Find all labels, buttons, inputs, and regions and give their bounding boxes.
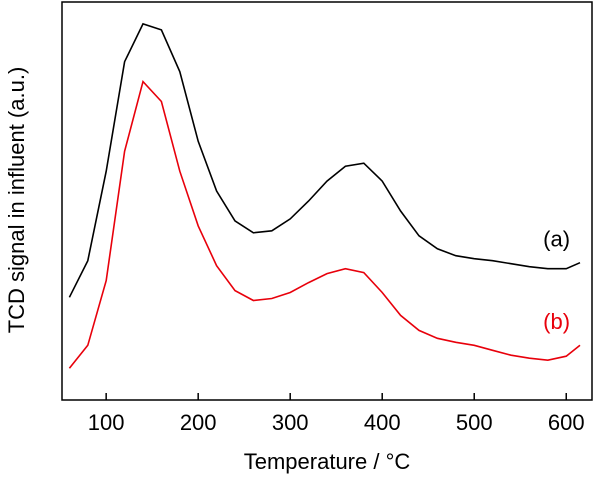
- series-line: [68, 22, 581, 298]
- x-tick-label: 300: [272, 410, 309, 435]
- x-axis-label: Temperature / °C: [244, 449, 411, 474]
- x-tick-label: 400: [364, 410, 401, 435]
- series-label: (b): [543, 309, 570, 334]
- series-label: (a): [543, 227, 570, 252]
- plot-frame: [61, 1, 593, 401]
- series-line: [68, 79, 581, 369]
- y-axis-label: TCD signal in influent (a.u.): [4, 67, 29, 334]
- x-tick-label: 200: [180, 410, 217, 435]
- x-tick-label: 600: [548, 410, 585, 435]
- x-tick-label: 100: [88, 410, 125, 435]
- x-tick-label: 500: [456, 410, 493, 435]
